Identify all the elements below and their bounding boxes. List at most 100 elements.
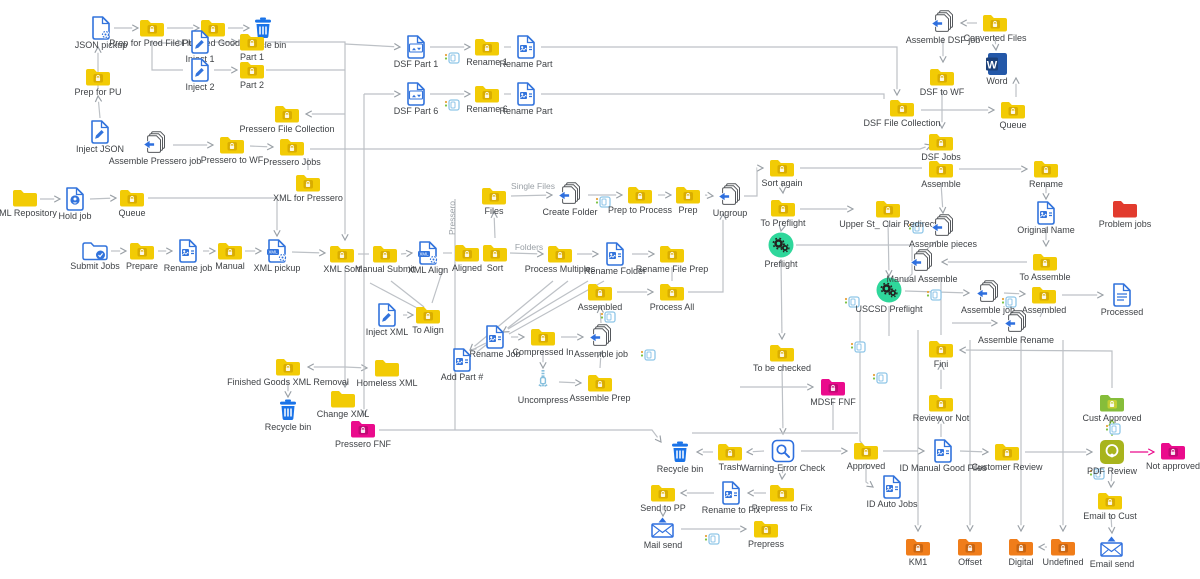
connection-filter-icon[interactable] (926, 289, 942, 302)
node-label: Original Name (1017, 225, 1075, 235)
node-label: Prep to Process (607, 205, 673, 215)
doc-image-icon (1034, 200, 1058, 226)
folder-icon (929, 66, 956, 88)
envelope-icon (649, 517, 677, 541)
svg-text:XML: XML (419, 252, 429, 257)
connection-filter-icon[interactable] (640, 349, 656, 362)
folder-icon (928, 338, 955, 360)
doc-xml-icon: XML (416, 240, 440, 266)
node-label: Rename (1028, 179, 1064, 189)
node-label: Rename Part (499, 106, 553, 116)
connection-filter-icon[interactable] (908, 222, 924, 235)
folder-icon (994, 441, 1021, 463)
node-label: Prep for Prod File PU (109, 38, 195, 48)
folder-icon (547, 243, 574, 265)
connection-label: Single Files (511, 181, 555, 191)
node-label: To Preflight (760, 218, 806, 228)
connection-filter-icon[interactable] (1001, 296, 1017, 309)
folder-icon (329, 243, 356, 265)
folder-icon (119, 187, 146, 209)
folder-icon (295, 172, 322, 194)
node-label: Manual (215, 261, 245, 271)
doc-image-icon (450, 347, 474, 373)
connection-filter-icon[interactable] (850, 341, 866, 354)
node-label: Process All (649, 302, 695, 312)
node-label: MDSF FNF (810, 397, 856, 407)
folder-icon (587, 372, 614, 394)
node-label: Aligned (451, 263, 483, 273)
node-label: XML Sort (323, 264, 361, 274)
node-label: Prep (678, 205, 698, 215)
node-label: Rename Folder (583, 266, 647, 276)
stack-icon (929, 214, 957, 240)
doc-pencil-icon (375, 302, 399, 328)
connection-filter-icon[interactable] (595, 196, 611, 209)
folder-icon (219, 134, 246, 156)
node-label: Email send (1089, 559, 1135, 569)
folder-icon (481, 185, 508, 207)
stack-icon (1002, 310, 1030, 336)
connection-filter-icon[interactable] (600, 311, 616, 324)
node-label: Prepress (747, 539, 785, 549)
node-label: Assemble Pressero job (108, 156, 202, 166)
doc-pencil-icon (88, 119, 112, 145)
connection-label: Folders (514, 242, 544, 252)
connection-filter-icon[interactable] (1105, 423, 1121, 436)
folder-icon (350, 418, 377, 440)
node-label: Mail send (643, 540, 683, 550)
node-label: Add Part # (440, 372, 484, 382)
node-label: Sort again (761, 178, 803, 188)
node-label: PDF Review (1086, 466, 1138, 476)
node-label: Rename to Fix (701, 505, 761, 515)
node-label: To be checked (752, 363, 812, 373)
node-label: Rename job (163, 263, 213, 273)
folder-icon (239, 59, 266, 81)
folder-plain-icon (330, 388, 357, 410)
connection-filter-icon[interactable] (444, 99, 460, 112)
node-label: Rename 1 (466, 57, 508, 67)
node-label: Prep for PU (74, 87, 122, 97)
node-label: Create Folder (542, 207, 598, 217)
doc-image-icon (880, 474, 904, 500)
doc-pencil-icon (188, 57, 212, 83)
node-label: Queue (999, 120, 1027, 130)
node-label: Assembled (1021, 305, 1067, 315)
connection-filter-icon[interactable] (704, 533, 720, 546)
node-label: Assemble (921, 179, 961, 189)
node-label: XML Align (407, 265, 449, 275)
node-label: Pressero File Collection (239, 124, 335, 134)
connection-filter-icon[interactable] (1089, 468, 1105, 481)
node-label: Preflight (764, 259, 798, 269)
node-label: Part 1 (239, 52, 265, 62)
node-label: ID Auto Jobs (866, 499, 918, 509)
node-label: Warning-Error Check (740, 463, 826, 473)
folder-icon (875, 198, 902, 220)
node-label: Assemble job (960, 305, 1016, 315)
folder-icon (1097, 490, 1124, 512)
node-label: DSF File Collection (863, 118, 941, 128)
envelope-icon (1098, 536, 1126, 560)
node-label: Change XML (316, 409, 370, 419)
folder-icon (1008, 536, 1035, 558)
node-label: Assembled (577, 302, 623, 312)
node-label: ID Manual Good Files (899, 463, 987, 473)
doc-hold-icon (63, 186, 87, 212)
node-label: Manual Assemble (886, 274, 958, 284)
folder-icon (587, 281, 614, 303)
connection-filter-icon[interactable] (444, 52, 460, 65)
folder-icon (239, 31, 266, 53)
folder-icon (627, 184, 654, 206)
doc-image-icon (483, 324, 507, 350)
folder-icon (1031, 284, 1058, 306)
svg-text:XML: XML (268, 250, 278, 255)
node-label: Finished Goods (181, 38, 245, 48)
green-circle-icon (766, 230, 796, 260)
node-label: Undefined (1042, 557, 1084, 567)
connection-filter-icon[interactable] (844, 296, 860, 309)
node-label: DSF Jobs (921, 152, 961, 162)
node-label: XML Repository (0, 208, 57, 218)
connection-filter-icon[interactable] (872, 372, 888, 385)
node-label: Trash (718, 462, 742, 472)
folder-icon (85, 66, 112, 88)
